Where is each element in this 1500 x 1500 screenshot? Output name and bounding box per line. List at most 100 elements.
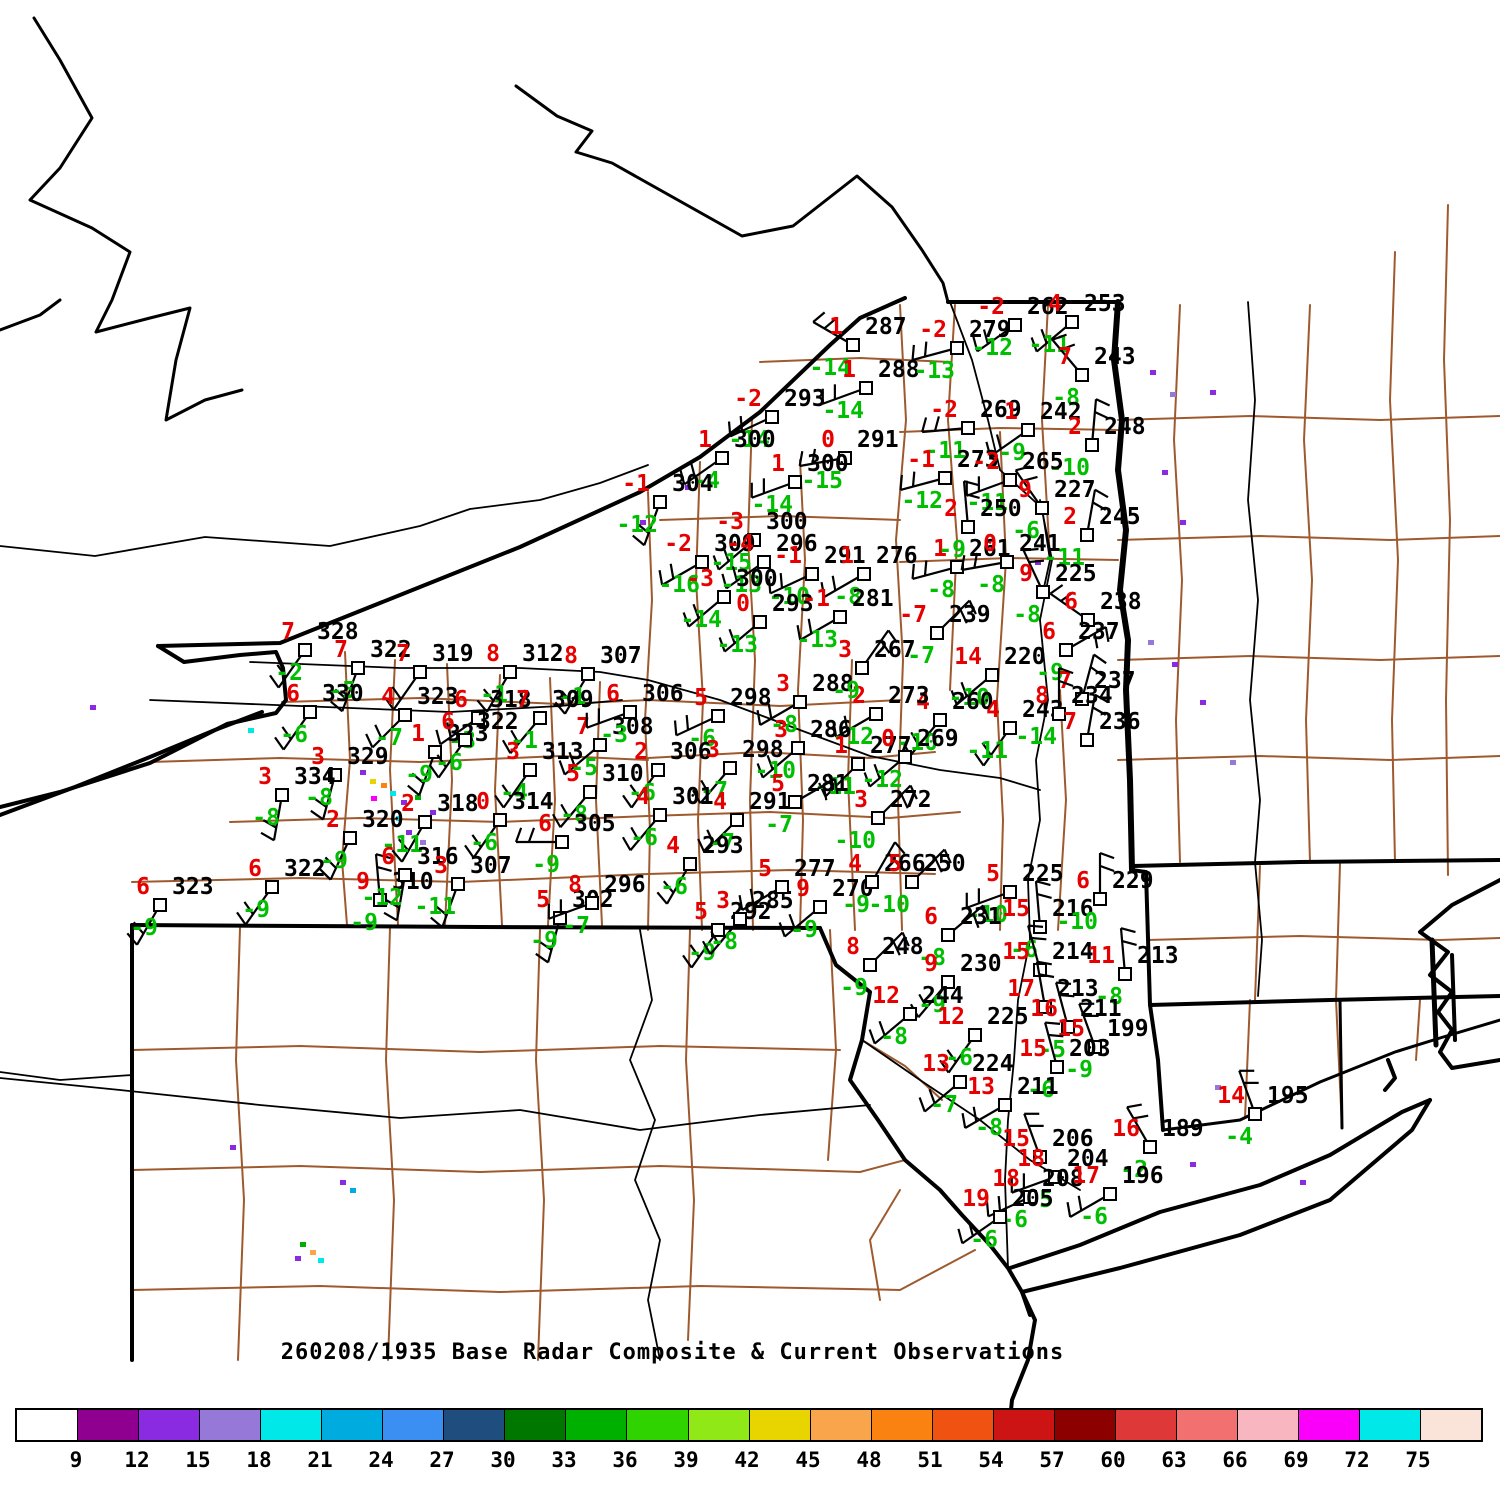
station-square (1052, 707, 1066, 721)
radar-echo-pixel (300, 1242, 306, 1247)
station-temperature: 8 (564, 643, 578, 669)
station-temperature: 3 (774, 717, 788, 743)
station-temperature: 6 (924, 904, 938, 930)
station-temperature: 2 (944, 496, 958, 522)
station-square (933, 713, 947, 727)
station-pressure: 267 (874, 637, 916, 663)
station-dewpoint: -6 (1027, 1077, 1055, 1103)
station-plot: 3 298 -7 (691, 737, 784, 804)
station-dewpoint: -9 (130, 915, 158, 941)
station-square (1248, 1107, 1262, 1121)
colorbar-segment (1360, 1410, 1422, 1440)
station-pressure: 272 (890, 787, 932, 813)
station-temperature: 15 (1002, 896, 1030, 922)
station-pressure: 216 (1052, 896, 1094, 922)
station-square (905, 875, 919, 889)
station-square (717, 590, 731, 604)
station-plot: -2 269 -11 (921, 397, 1022, 464)
station-dewpoint: -15 (710, 550, 752, 576)
radar-echo-pixel (1035, 560, 1041, 565)
station-square (765, 410, 779, 424)
station-square (1035, 501, 1049, 515)
station-dewpoint: -13 (796, 627, 838, 653)
station-dewpoint: -11 (414, 894, 456, 920)
station-dewpoint: -8 (975, 1115, 1003, 1141)
station-pressure: 225 (1055, 561, 1097, 587)
station-temperature: 8 (486, 641, 500, 667)
station-dewpoint: -8 (1095, 984, 1123, 1010)
station-square (711, 923, 725, 937)
station-pressure: 300 (766, 509, 808, 535)
station-temperature: 5 (566, 761, 580, 787)
radar-echo-pixel (390, 791, 396, 796)
station-plot: 4 301 -6 (621, 784, 714, 851)
station-temperature: -1 (774, 543, 802, 569)
station-pressure: 245 (1099, 504, 1141, 530)
station-plot: -2 262 -12 (971, 294, 1068, 361)
station-plot: 15 199 -9 (1057, 1002, 1149, 1083)
station-pressure: 234 (1071, 683, 1113, 709)
station-pressure: 307 (600, 643, 642, 669)
station-temperature: 2 (852, 683, 866, 709)
station-temperature: 14 (954, 644, 982, 670)
station-plot: 18 204-5 (1010, 1146, 1109, 1213)
colorbar-tick-label: 27 (429, 1448, 455, 1472)
station-pressure: 225 (987, 1004, 1029, 1030)
station-pressure: 199 (1107, 1016, 1149, 1042)
radar-echo-pixel (371, 796, 377, 801)
colorbar-segment (932, 1410, 994, 1440)
station-plot: 3 288 -8 (756, 671, 854, 738)
station-temperature: -3 (686, 566, 714, 592)
station-pressure: 322 (477, 709, 519, 735)
station-dewpoint: -11 (381, 832, 423, 858)
radar-echo-pixel (1215, 1085, 1221, 1090)
radar-echo-pixel (415, 795, 421, 800)
station-plot: 1 300 -4 (679, 427, 776, 494)
station-temperature: 9 (796, 876, 810, 902)
radar-echo-pixel (248, 728, 254, 733)
station-square (651, 763, 665, 777)
station-pressure: 189 (1162, 1116, 1204, 1142)
station-pressure: 244 (922, 983, 964, 1009)
station-plot: -2 293 -14 (727, 386, 826, 453)
station-pressure: 243 (1094, 344, 1136, 370)
station-temperature: 8 (846, 934, 860, 960)
station-temperature: 3 (716, 888, 730, 914)
station-plot: 15 203 -6 (1019, 1021, 1111, 1103)
station-temperature: 16 (1030, 996, 1058, 1022)
station-temperature: -2 (734, 386, 762, 412)
station-temperature: 6 (248, 856, 262, 882)
station-square (865, 875, 879, 889)
station-dewpoint: -15 (801, 468, 843, 494)
station-plot: 12 244-8 (868, 983, 964, 1050)
station-plot: 0 241 -8 (960, 531, 1061, 598)
radar-echo-pixel (1162, 470, 1168, 475)
station-pressure: 286 (810, 717, 852, 743)
station-plot: 4 323 -7 (365, 684, 459, 751)
station-dewpoint: -7 (907, 643, 935, 669)
station-plot: 12 225 -6 (937, 1004, 1029, 1074)
station-dewpoint: -7 (765, 812, 793, 838)
station-pressure: 213 (1137, 943, 1179, 969)
station-dewpoint: -7 (707, 830, 735, 856)
station-plot: -1 273 -12 (899, 447, 999, 514)
station-plot: 2 306 -6 (622, 739, 712, 809)
station-plot: 6 229 -10 (1056, 851, 1154, 935)
station-dewpoint: -11 (966, 738, 1008, 764)
station-temperature: 1 (829, 314, 843, 340)
radar-echo-pixel (1210, 390, 1216, 395)
station-square (373, 893, 387, 907)
station-pressure: 195 (1267, 1083, 1309, 1109)
colorbar-tick-label: 51 (917, 1448, 943, 1472)
station-temperature: 12 (937, 1004, 965, 1030)
station-temperature: 9 (924, 951, 938, 977)
station-plot: 7 319 (384, 641, 474, 711)
station-plot: 15 214 (1002, 924, 1094, 977)
station-temperature: 6 (441, 709, 455, 735)
state-borders-coastline (0, 16, 1500, 1442)
station-temperature: 2 (634, 739, 648, 765)
station-pressure: 329 (347, 744, 389, 770)
colorbar-segment (1115, 1410, 1177, 1440)
